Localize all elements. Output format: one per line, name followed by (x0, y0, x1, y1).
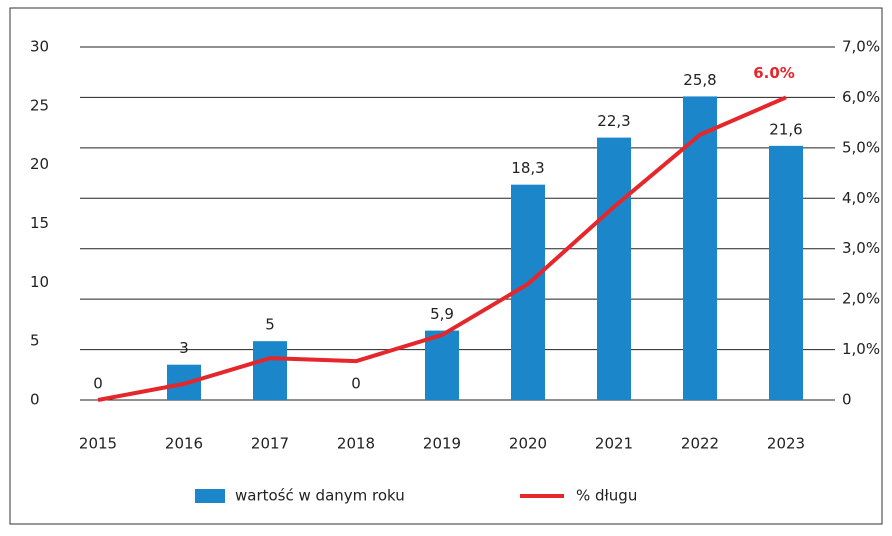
y2-tick-label: 1,0% (842, 340, 880, 358)
bar-value-label: 5,9 (430, 305, 454, 323)
y2-tick-label: 5,0% (842, 138, 880, 156)
y2-tick-label: 7,0% (842, 38, 880, 56)
legend-label: wartość w danym roku (235, 487, 405, 505)
bar-value-label: 3 (179, 339, 189, 357)
x-tick-label: 2020 (509, 435, 547, 453)
bar-value-label: 18,3 (511, 159, 544, 177)
x-tick-label: 2016 (165, 435, 203, 453)
bar (683, 96, 717, 401)
y2-tick-label: 4,0% (842, 189, 880, 207)
x-tick-label: 2019 (423, 435, 461, 453)
y-tick-label: 0 (30, 391, 40, 409)
bar-value-label: 5 (265, 316, 275, 334)
x-tick-label: 2015 (79, 435, 117, 453)
y2-tick-label: 0 (842, 391, 852, 409)
bar (597, 137, 631, 400)
y2-tick-label: 6,0% (842, 88, 880, 106)
bar (425, 330, 459, 400)
bar (769, 145, 803, 400)
x-tick-label: 2023 (767, 435, 805, 453)
legend-label: % długu (576, 487, 637, 505)
frame (9, 7, 883, 525)
bar-value-label: 22,3 (597, 112, 630, 130)
x-tick-label: 2018 (337, 435, 375, 453)
y-tick-label: 15 (30, 214, 49, 232)
x-tick-label: 2022 (681, 435, 719, 453)
y2-tick-label: 3,0% (842, 239, 880, 257)
legend-swatch (195, 489, 225, 503)
line (97, 95, 787, 402)
x-tick-label: 2021 (595, 435, 633, 453)
y-tick-label: 5 (30, 332, 40, 350)
bar-value-label: 0 (93, 375, 103, 393)
y-tick-label: 10 (30, 273, 49, 291)
line-value-label: 6.0% (753, 64, 795, 82)
bar-value-label: 21,6 (769, 120, 802, 138)
bar (253, 341, 287, 400)
y2-tick-label: 2,0% (842, 290, 880, 308)
bar-value-label: 0 (351, 375, 361, 393)
y-tick-label: 30 (30, 38, 49, 56)
y-tick-label: 20 (30, 155, 49, 173)
x-tick-label: 2017 (251, 435, 289, 453)
bar-value-label: 25,8 (683, 71, 716, 89)
y-tick-label: 25 (30, 96, 49, 114)
